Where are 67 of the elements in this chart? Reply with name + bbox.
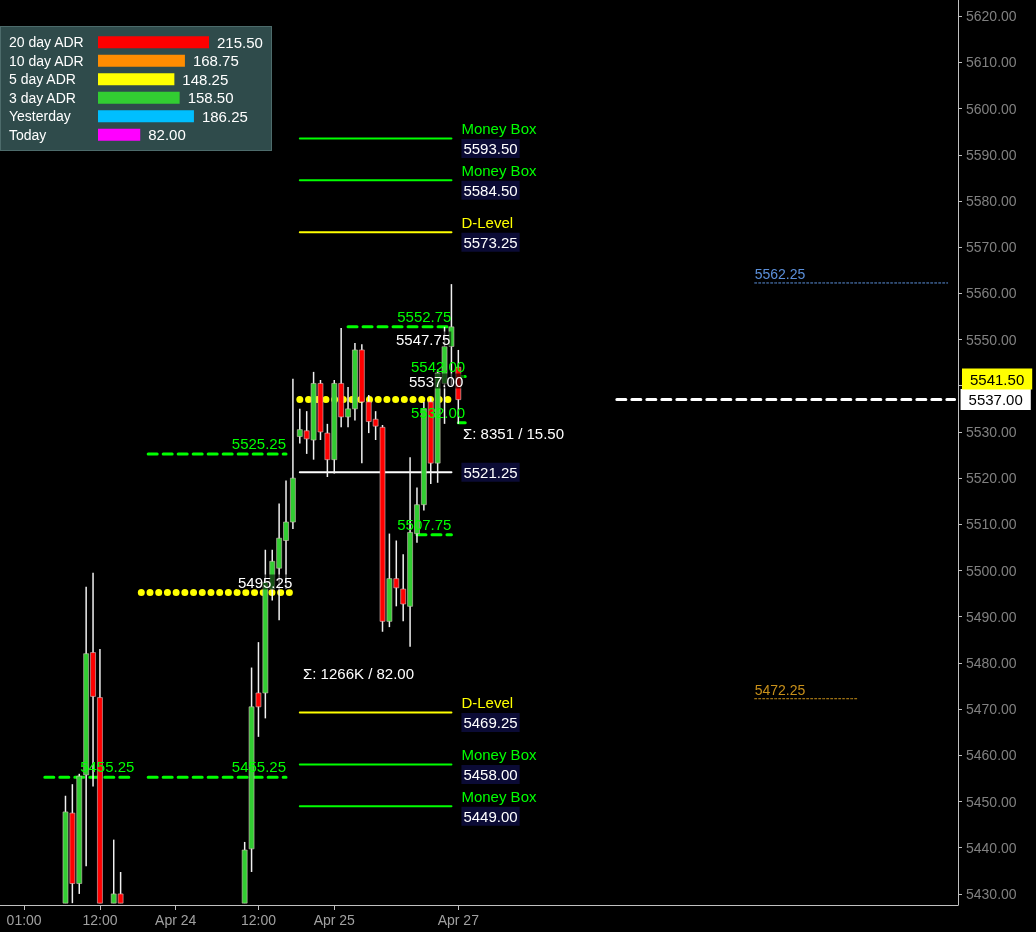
y-tick-label: 5530.00 [966,423,1017,440]
data-label: 215.50 [217,33,263,51]
series-label: D-Level [461,694,514,712]
y-tick-label: 5550.00 [966,331,1017,348]
annotation: 5495.25 [238,573,293,591]
y-tick-label: 5570.00 [966,239,1017,256]
bar [98,73,175,86]
x-tick-label: Apr 25 [313,912,356,928]
data-label: 82.00 [148,126,186,144]
y-tick-label: 5610.00 [966,54,1017,71]
annotation: 5537.00 [409,372,464,390]
data-label: 148.25 [182,70,229,88]
y-tick-label: 20 day ADR [9,34,84,51]
bar [98,110,194,123]
y-tick-label: 5470.00 [966,701,1017,718]
annotation: 5547.75 [396,330,451,348]
annotation: Σ: 8351 / 15.50 [463,424,565,442]
x-tick-label: 01:00 [6,912,42,928]
data-label: 5562.25 [754,265,806,282]
series-label: Money Box [461,746,537,764]
data-label: 5525.25 [231,434,287,452]
data-label: 5521.25 [463,463,518,481]
y-tick-label: 5460.00 [966,747,1017,764]
y-tick-label: 5520.00 [966,470,1017,487]
data-label: 5458.00 [463,766,518,784]
data-label: 5593.50 [463,140,518,158]
data-label: 5449.00 [463,807,518,825]
y-tick-label: 5500.00 [966,562,1017,579]
series-label: Money Box [461,120,537,138]
y-tick-label: 5620.00 [966,8,1017,25]
series-label: Money Box [461,161,537,179]
x-tick-label: 12:00 [82,912,118,928]
data-label: 5469.25 [463,714,518,732]
x-tick-label: Apr 24 [155,912,197,928]
y-tick-label: Yesterday [9,108,71,125]
data-label: 5584.50 [463,181,518,199]
y-tick-label: 5490.00 [966,608,1017,625]
x-tick-label: Apr 27 [437,912,480,928]
bar [98,36,209,49]
bar [98,128,141,141]
data-label: 5573.25 [463,233,518,251]
x-tick-label: 12:00 [240,912,277,928]
annotation: Σ: 1266K / 82.00 [303,664,415,682]
y-tick-label: 5600.00 [966,100,1017,117]
series-label: D-Level [461,213,514,231]
y-tick-label: 5430.00 [966,885,1017,902]
y-tick-label: 5440.00 [966,839,1017,856]
data-label: 5537.00 [968,391,1023,409]
y-tick-label: 5480.00 [966,654,1017,671]
y-tick-label: 5580.00 [966,192,1017,209]
y-tick-label: 5560.00 [966,285,1017,302]
series-label: Money Box [461,787,537,805]
y-tick-label: 5450.00 [966,793,1017,810]
bar [98,54,185,67]
text: 5541.50 [970,370,1025,388]
y-tick-label: 10 day ADR [9,52,84,69]
data-label: 5472.25 [754,681,806,698]
y-tick-label: 5 day ADR [9,71,76,88]
data-label: 158.50 [187,89,234,107]
data-label: 186.25 [201,107,248,125]
y-tick-label: 5590.00 [966,146,1017,163]
y-tick-label: 5510.00 [966,516,1017,533]
data-label: 168.75 [192,52,239,70]
y-tick-label: 3 day ADR [9,89,76,106]
bar [98,91,180,104]
data-label: 5552.75 [397,307,452,325]
y-tick-label: Today [9,126,47,143]
